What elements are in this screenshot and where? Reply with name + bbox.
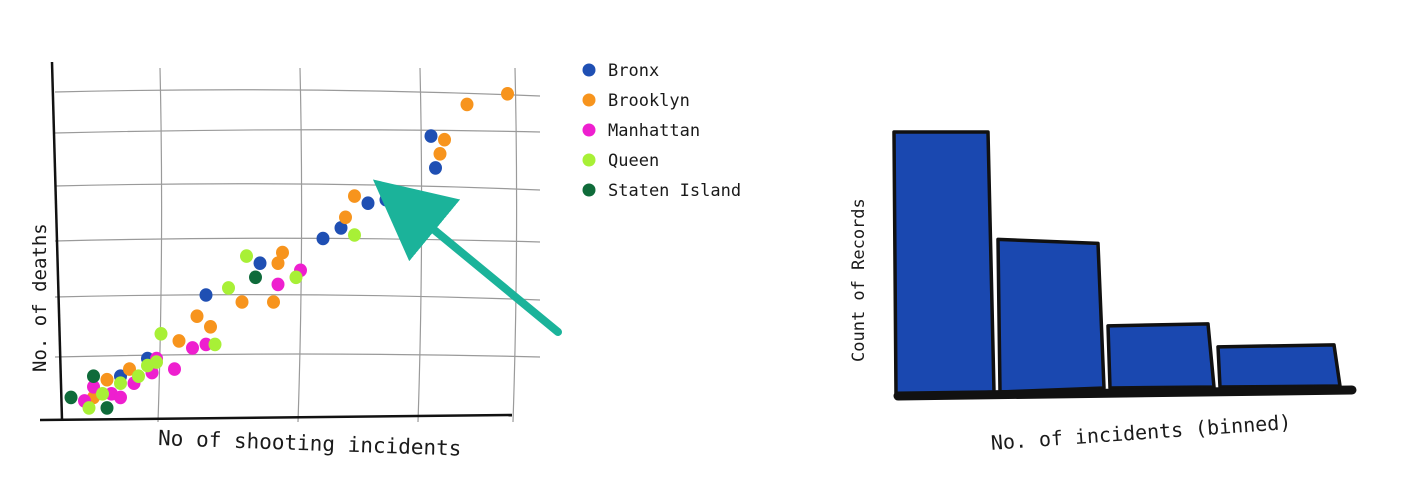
scatter-grid-vline bbox=[512, 67, 518, 423]
point-staten-island bbox=[64, 390, 78, 405]
point-brooklyn bbox=[271, 256, 285, 271]
legend-label-staten-island: Staten Island bbox=[608, 181, 741, 201]
point-queen bbox=[132, 369, 145, 384]
point-manhattan bbox=[114, 390, 127, 405]
legend-swatch-manhattan bbox=[582, 123, 596, 137]
point-brooklyn bbox=[123, 362, 136, 376]
point-manhattan bbox=[186, 341, 199, 355]
point-queen bbox=[82, 401, 96, 415]
point-queen bbox=[222, 281, 235, 295]
point-staten-island bbox=[249, 270, 262, 285]
point-brooklyn bbox=[190, 309, 204, 324]
point-brooklyn bbox=[339, 210, 352, 225]
point-bronx bbox=[253, 256, 267, 271]
scatter-grid bbox=[54, 67, 541, 423]
scatter-legend: Bronx Brooklyn Manhattan Queen Staten Island bbox=[582, 61, 741, 201]
legend-label-manhattan: Manhattan bbox=[608, 121, 700, 141]
scatter-grid-vline bbox=[417, 67, 423, 423]
bar-2 bbox=[996, 237, 1106, 394]
point-brooklyn bbox=[267, 295, 280, 309]
point-manhattan bbox=[199, 337, 213, 352]
scatter-y-axis bbox=[50, 61, 64, 421]
legend-swatch-bronx bbox=[582, 63, 596, 77]
scatter-grid-hline bbox=[54, 294, 541, 301]
point-brooklyn bbox=[501, 87, 514, 101]
bar-y-label: Count of Records bbox=[849, 198, 869, 362]
scatter-points bbox=[64, 87, 514, 415]
point-manhattan bbox=[168, 362, 181, 376]
scatter-chart: No of shooting incidents No. of deaths B… bbox=[29, 61, 741, 461]
scatter-y-label: No. of deaths bbox=[29, 223, 51, 372]
legend-label-queen: Queen bbox=[608, 151, 659, 171]
point-bronx bbox=[199, 288, 213, 302]
legend-swatch-staten-island bbox=[582, 183, 596, 197]
bar-chart: No. of incidents (binned) Count of Recor… bbox=[849, 130, 1357, 455]
point-brooklyn bbox=[460, 97, 474, 112]
point-queen bbox=[289, 270, 303, 285]
point-brooklyn bbox=[348, 189, 361, 203]
point-brooklyn bbox=[100, 372, 114, 387]
point-staten-island bbox=[100, 401, 114, 415]
scatter-grid-hline bbox=[54, 353, 541, 358]
point-queen bbox=[208, 337, 222, 352]
point-queen bbox=[154, 327, 168, 341]
bar-bars bbox=[892, 130, 1342, 397]
annotation-arrow bbox=[372, 179, 562, 336]
scatter-grid-vline bbox=[297, 67, 303, 423]
bar-1 bbox=[892, 130, 996, 397]
scatter-grid-hline bbox=[54, 89, 541, 97]
scatter-grid-hline bbox=[54, 237, 541, 243]
point-brooklyn bbox=[172, 334, 186, 348]
point-bronx bbox=[379, 192, 393, 207]
point-brooklyn bbox=[276, 245, 289, 260]
point-bronx bbox=[429, 161, 442, 175]
scatter-grid-hline bbox=[54, 183, 541, 191]
legend-swatch-queen bbox=[582, 153, 596, 167]
point-staten-island bbox=[87, 369, 100, 384]
legend-label-brooklyn: Brooklyn bbox=[608, 91, 690, 111]
scatter-x-label: No of shooting incidents bbox=[158, 426, 462, 461]
point-queen bbox=[348, 228, 361, 242]
point-bronx bbox=[424, 129, 438, 143]
legend-label-bronx: Bronx bbox=[608, 61, 659, 81]
bar-baseline bbox=[893, 385, 1357, 401]
point-bronx bbox=[316, 231, 330, 246]
scatter-axes bbox=[39, 61, 513, 422]
bar-4 bbox=[1216, 343, 1342, 389]
legend-swatch-brooklyn bbox=[582, 93, 596, 107]
bar-x-label: No. of incidents (binned) bbox=[990, 410, 1292, 455]
point-bronx bbox=[361, 196, 375, 210]
point-queen bbox=[96, 387, 109, 401]
scatter-x-axis bbox=[39, 413, 513, 422]
scatter-grid-hline bbox=[54, 129, 541, 134]
point-brooklyn bbox=[204, 320, 217, 334]
point-brooklyn bbox=[433, 147, 447, 161]
scatter-grid-vline bbox=[157, 67, 163, 423]
point-bronx bbox=[334, 221, 348, 235]
point-manhattan bbox=[271, 277, 285, 292]
point-queen bbox=[114, 376, 127, 391]
point-queen bbox=[150, 355, 163, 369]
point-manhattan bbox=[87, 380, 100, 394]
point-brooklyn bbox=[438, 132, 451, 147]
bar-3 bbox=[1106, 322, 1216, 390]
point-brooklyn bbox=[235, 295, 249, 309]
point-queen bbox=[240, 249, 253, 263]
